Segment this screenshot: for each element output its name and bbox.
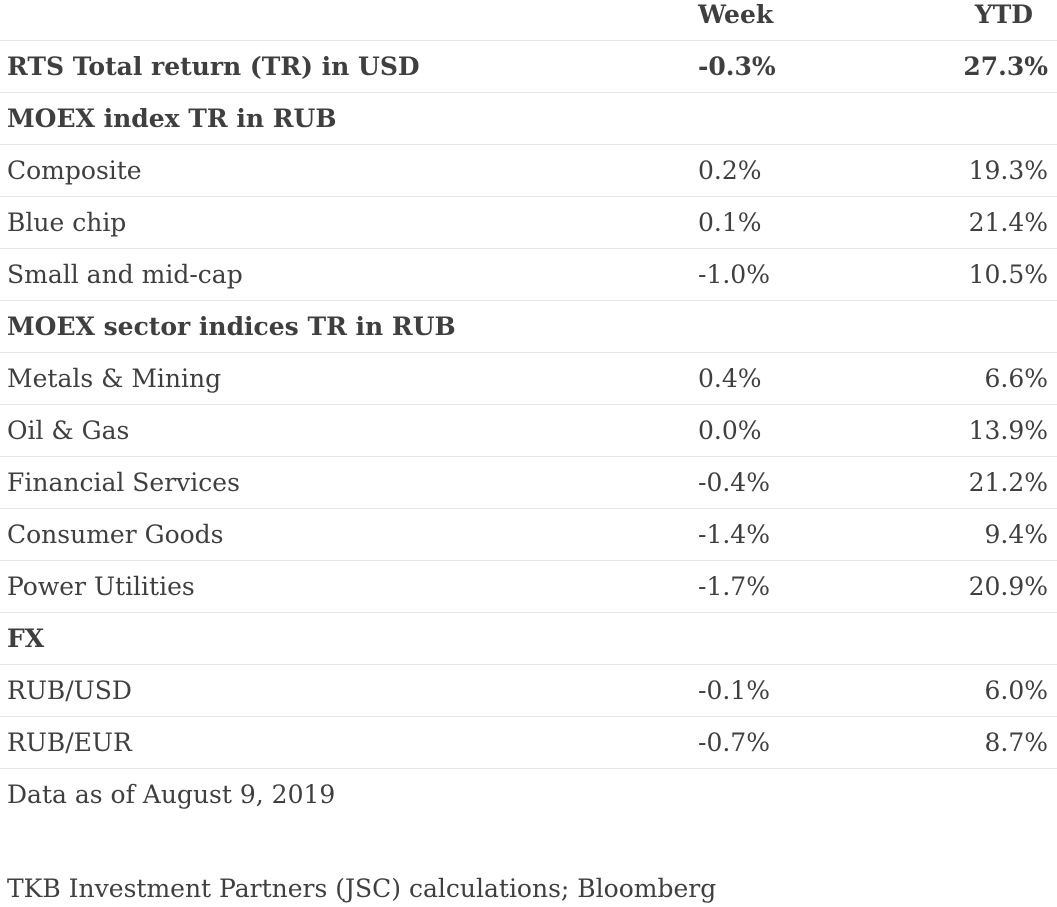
row-ytd: 10.5% <box>968 260 1048 289</box>
row-label: Power Utilities <box>7 572 195 601</box>
row-label: Oil & Gas <box>7 416 130 445</box>
table-section-row: MOEX sector indices TR in RUB <box>0 301 1057 353</box>
returns-table: Week YTD RTS Total return (TR) in USD -0… <box>0 0 1057 769</box>
table-header-row: Week YTD <box>0 0 1057 41</box>
row-week: 0.0% <box>698 416 762 445</box>
table-row: Composite 0.2% 19.3% <box>0 145 1057 197</box>
table-row: Small and mid-cap -1.0% 10.5% <box>0 249 1057 301</box>
table-row: Metals & Mining 0.4% 6.6% <box>0 353 1057 405</box>
table-row: RTS Total return (TR) in USD -0.3% 27.3% <box>0 41 1057 93</box>
row-week: -0.4% <box>698 468 770 497</box>
row-ytd: 13.9% <box>968 416 1048 445</box>
row-label: Small and mid-cap <box>7 260 243 289</box>
table-section-row: FX <box>0 613 1057 665</box>
row-week: -0.7% <box>698 728 770 757</box>
header-week: Week <box>698 0 774 29</box>
row-week: -1.0% <box>698 260 770 289</box>
table-section-row: MOEX index TR in RUB <box>0 93 1057 145</box>
row-week: 0.2% <box>698 156 762 185</box>
row-ytd: 9.4% <box>984 520 1048 549</box>
source-note: TKB Investment Partners (JSC) calculatio… <box>7 874 717 903</box>
row-label: MOEX sector indices TR in RUB <box>7 312 456 341</box>
row-ytd: 27.3% <box>963 52 1048 81</box>
table-row: Financial Services -0.4% 21.2% <box>0 457 1057 509</box>
row-ytd: 6.0% <box>984 676 1048 705</box>
row-ytd: 21.2% <box>968 468 1048 497</box>
row-week: -0.1% <box>698 676 770 705</box>
row-ytd: 21.4% <box>968 208 1048 237</box>
table-row: Consumer Goods -1.4% 9.4% <box>0 509 1057 561</box>
row-label: Metals & Mining <box>7 364 222 393</box>
row-label: Financial Services <box>7 468 240 497</box>
row-week: -1.7% <box>698 572 770 601</box>
row-ytd: 6.6% <box>984 364 1048 393</box>
row-week: -1.4% <box>698 520 770 549</box>
table-row: RUB/USD -0.1% 6.0% <box>0 665 1057 717</box>
row-label: MOEX index TR in RUB <box>7 104 337 133</box>
table-row: Oil & Gas 0.0% 13.9% <box>0 405 1057 457</box>
row-week: 0.1% <box>698 208 762 237</box>
table-row: Power Utilities -1.7% 20.9% <box>0 561 1057 613</box>
row-week: -0.3% <box>698 52 776 81</box>
row-ytd: 19.3% <box>968 156 1048 185</box>
table-row: RUB/EUR -0.7% 8.7% <box>0 717 1057 769</box>
row-week: 0.4% <box>698 364 762 393</box>
row-ytd: 20.9% <box>968 572 1048 601</box>
row-label: Composite <box>7 156 142 185</box>
row-label: RTS Total return (TR) in USD <box>7 52 420 81</box>
row-label: FX <box>7 624 45 653</box>
row-label: Blue chip <box>7 208 127 237</box>
data-date-note: Data as of August 9, 2019 <box>7 780 336 809</box>
row-ytd: 8.7% <box>984 728 1048 757</box>
table-row: Blue chip 0.1% 21.4% <box>0 197 1057 249</box>
row-label: RUB/EUR <box>7 728 132 757</box>
row-label: RUB/USD <box>7 676 132 705</box>
row-label: Consumer Goods <box>7 520 224 549</box>
header-ytd: YTD <box>974 0 1033 29</box>
